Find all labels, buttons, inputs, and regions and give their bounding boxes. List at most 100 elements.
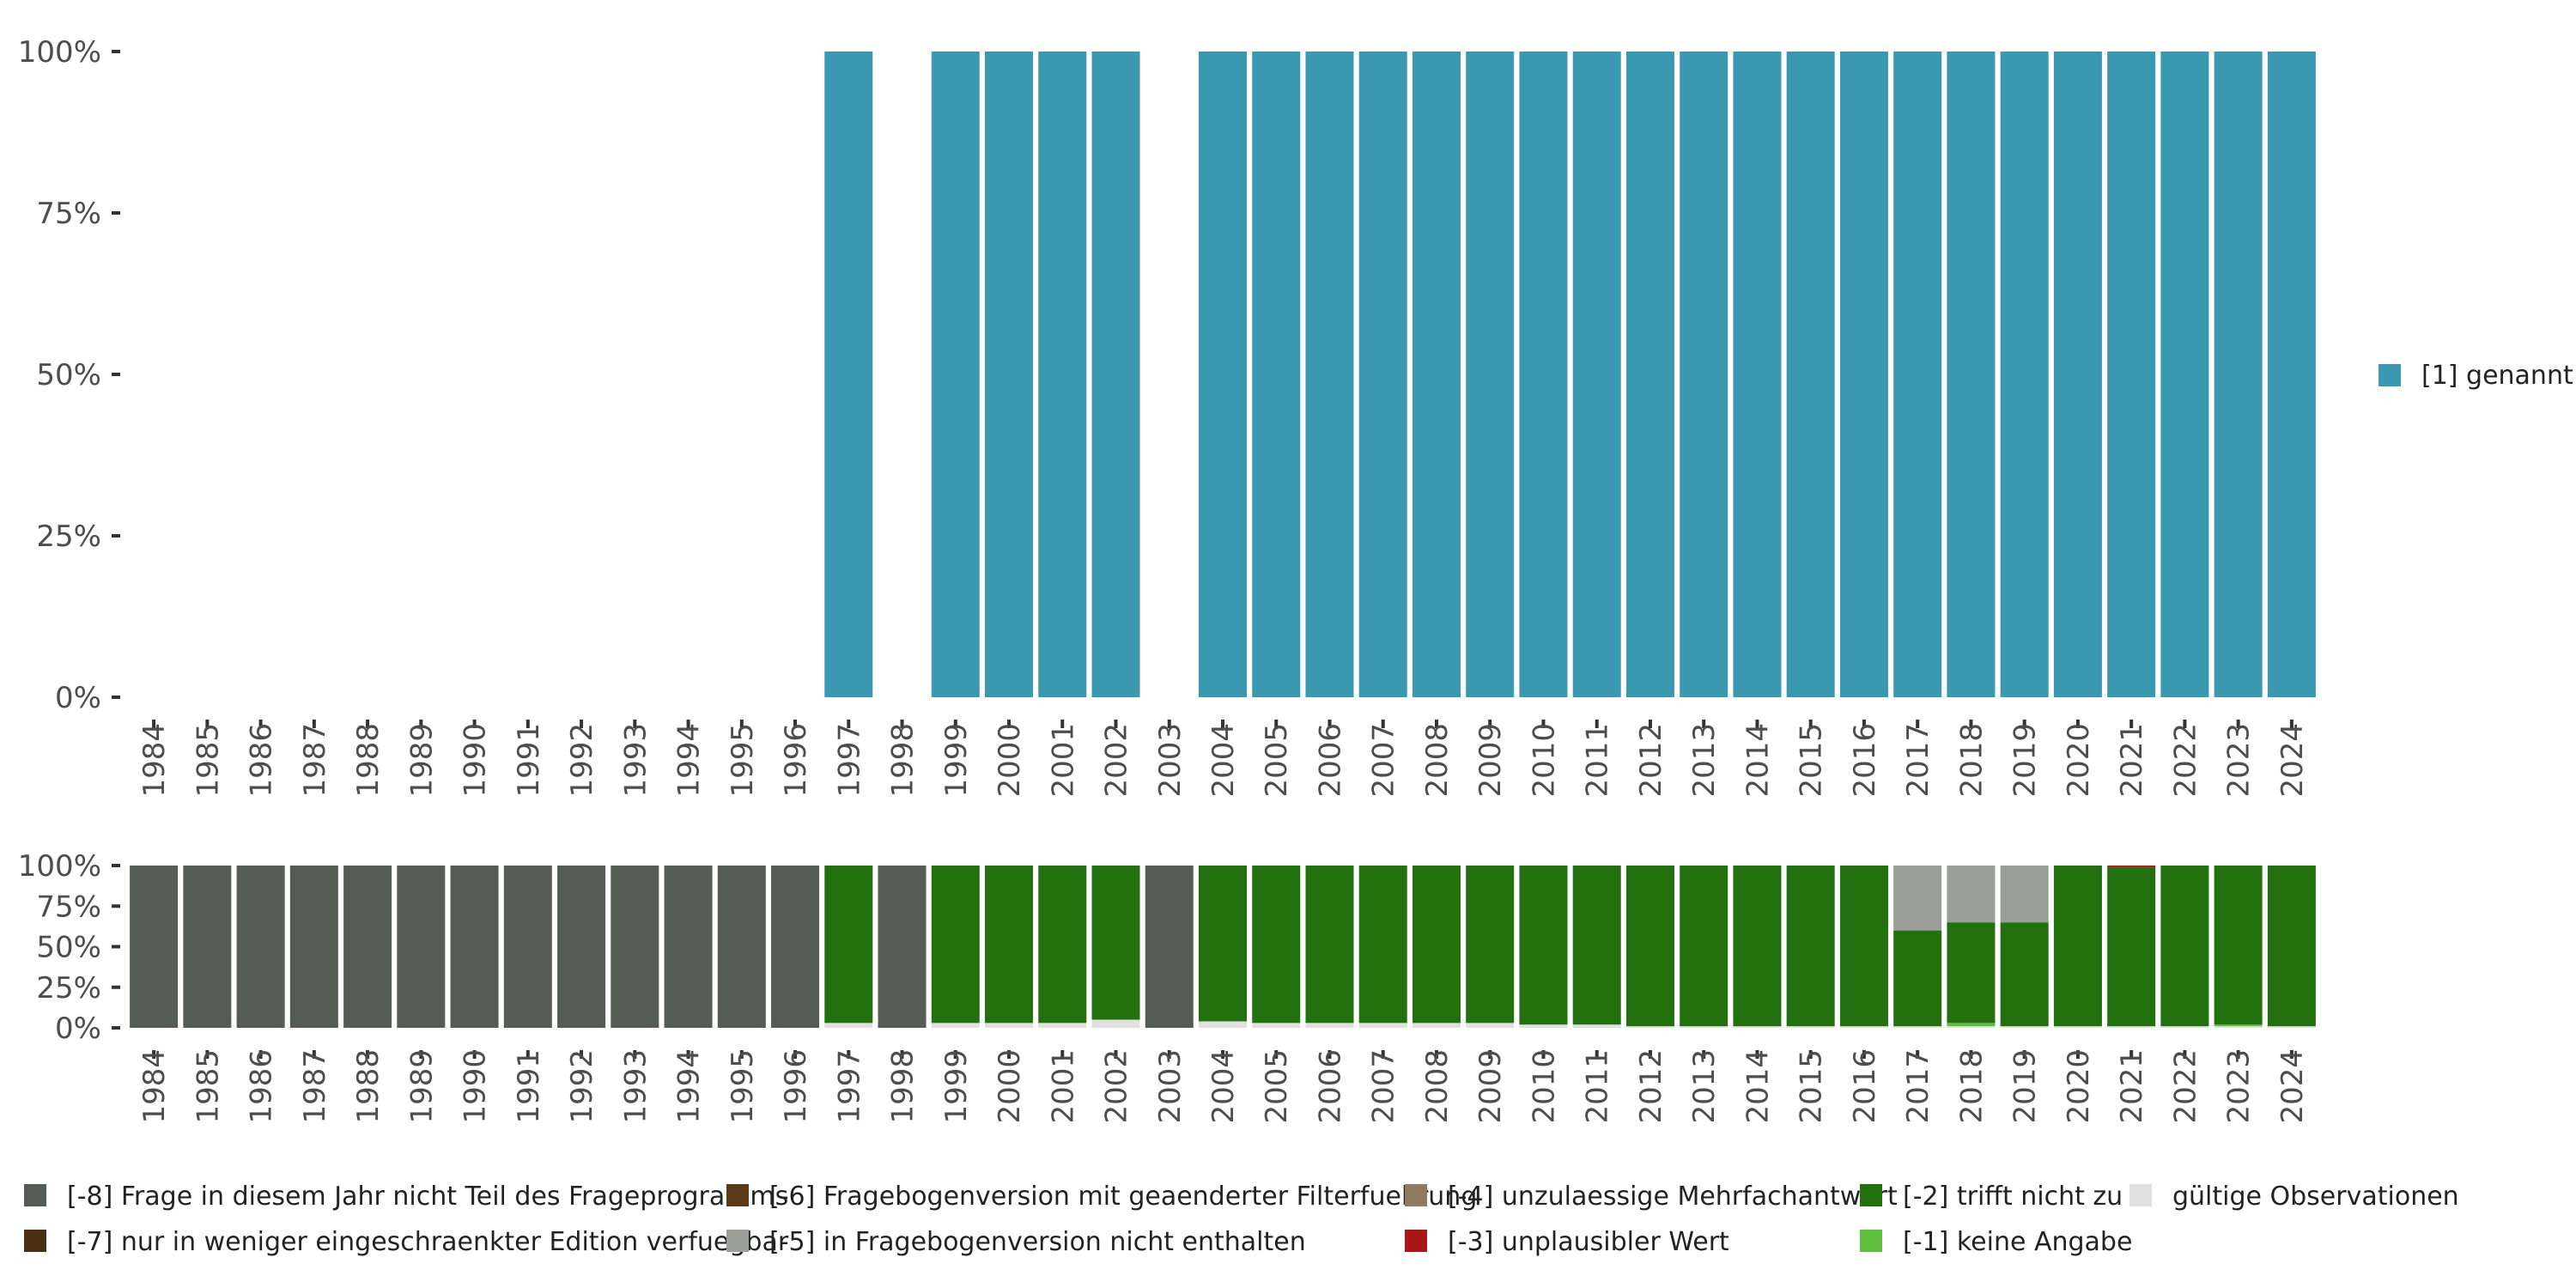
x-tick-label: 1988 [351, 1049, 386, 1124]
x-tick-label: 1996 [779, 723, 813, 798]
bar-1985-not_in_program [183, 866, 232, 1028]
legend-label: [1] genannt [2421, 361, 2573, 391]
bar-2009-genannt [1466, 52, 1515, 697]
x-tick-label: 2013 [1687, 723, 1722, 798]
legend-label: [-1] keine Angabe [1903, 1227, 2132, 1257]
x-tick-label: 2023 [2222, 723, 2257, 798]
bar-1997-genannt [824, 52, 873, 697]
bar-2014-not_applicable [1733, 866, 1782, 1027]
bar-2018-valid [1947, 1026, 1996, 1028]
x-tick-label: 2004 [1206, 723, 1241, 798]
bar-2020-valid [2053, 1026, 2102, 1028]
legend-swatch [1405, 1230, 1427, 1252]
bar-2016-not_applicable [1839, 866, 1888, 1027]
y-tick-label: 100% [18, 849, 101, 884]
bar-2018-not_in_version [1947, 866, 1996, 923]
bar-2002-valid [1091, 1019, 1140, 1028]
bar-2015-valid [1786, 1026, 1835, 1028]
x-tick-label: 2006 [1313, 1049, 1347, 1124]
x-tick-label: 2018 [1954, 723, 1989, 798]
bar-1992-not_in_program [557, 866, 606, 1028]
x-tick-label: 1989 [404, 723, 439, 798]
x-tick-label: 2017 [1901, 723, 1935, 798]
bar-2010-not_applicable [1519, 866, 1568, 1025]
x-tick-label: 2021 [2115, 723, 2149, 798]
x-tick-label: 2020 [2062, 1049, 2096, 1124]
bar-2012-not_applicable [1625, 866, 1674, 1027]
bar-2020-genannt [2053, 52, 2102, 697]
bar-2014-valid [1733, 1026, 1782, 1028]
bar-2024-valid [2267, 1026, 2316, 1028]
x-tick-label: 2022 [2168, 723, 2202, 798]
x-tick-label: 2016 [1848, 1049, 1882, 1124]
bar-2013-genannt [1680, 52, 1728, 697]
bar-2015-not_applicable [1786, 866, 1835, 1027]
bar-2019-not_in_version [2000, 866, 2049, 923]
x-tick-label: 1993 [618, 1049, 653, 1124]
x-tick-label: 2002 [1100, 723, 1134, 798]
x-tick-label: 1997 [832, 1049, 866, 1124]
x-tick-label: 1989 [404, 1049, 439, 1124]
bar-2001-valid [1038, 1023, 1087, 1028]
bar-2010-genannt [1519, 52, 1568, 697]
bar-2006-genannt [1305, 52, 1354, 697]
bar-1994-not_in_program [664, 866, 713, 1028]
x-tick-label: 1991 [512, 1049, 546, 1124]
bar-2019-valid [2000, 1026, 2049, 1028]
x-tick-label: 1998 [886, 723, 920, 798]
bar-2000-genannt [985, 52, 1034, 697]
x-tick-label: 2008 [1420, 1049, 1455, 1124]
chart-panel-2: 0% 25% 50% 75% 100% 1984 1985 1986 1987 1988 1989 1… [18, 849, 2316, 1124]
y-tick-label: 25% [36, 519, 101, 554]
x-tick-label: 2017 [1901, 1049, 1935, 1124]
x-tick-label: 1997 [832, 723, 866, 798]
bar-2018-not_applicable [1947, 922, 1996, 1024]
x-tick-label: 2019 [2008, 723, 2043, 798]
bar-1999-not_applicable [931, 866, 980, 1024]
bar-2011-genannt [1572, 52, 1621, 697]
legend-swatch [726, 1184, 749, 1206]
y-tick-label: 25% [36, 971, 101, 1005]
legend-label: [-7] nur in weniger eingeschraenkter Edi… [67, 1227, 789, 1257]
bar-2017-valid [1893, 1026, 1942, 1028]
y-tick-label: 75% [36, 890, 101, 924]
x-tick-label: 2023 [2222, 1049, 2257, 1124]
legend-swatch [2379, 364, 2401, 386]
bar-2012-genannt [1625, 52, 1674, 697]
bar-1997-valid [824, 1023, 873, 1028]
x-tick-label: 1994 [672, 1049, 707, 1124]
bar-2016-valid [1839, 1026, 1888, 1028]
x-tick-label: 1985 [191, 723, 225, 798]
bar-2022-genannt [2160, 52, 2209, 697]
bar-2005-not_applicable [1252, 866, 1301, 1024]
bar-2001-not_applicable [1038, 866, 1087, 1024]
bar-1987-not_in_program [289, 866, 338, 1028]
bar-2010-valid [1519, 1024, 1568, 1028]
bar-1989-not_in_program [397, 866, 446, 1028]
bar-2011-not_applicable [1572, 866, 1621, 1025]
x-tick-label: 1992 [565, 1049, 599, 1124]
bar-2006-not_applicable [1305, 866, 1354, 1024]
bar-2004-genannt [1198, 52, 1248, 697]
x-tick-label: 1986 [245, 1049, 279, 1124]
legend-swatch [2129, 1184, 2152, 1206]
x-tick-label: 1996 [779, 1049, 813, 1124]
bar-2021-genannt [2107, 52, 2156, 697]
x-tick-label: 1992 [565, 723, 599, 798]
x-tick-label: 1985 [191, 1049, 225, 1124]
bar-1993-not_in_program [611, 866, 659, 1028]
bar-2016-genannt [1839, 52, 1888, 697]
x-tick-label: 1987 [298, 1049, 332, 1124]
bar-2008-valid [1412, 1023, 1461, 1028]
bar-2023-no_answer [2214, 1024, 2263, 1027]
x-tick-label: 2007 [1367, 723, 1401, 798]
bar-1986-not_in_program [236, 866, 285, 1028]
bar-2024-genannt [2267, 52, 2316, 697]
x-tick-label: 1998 [886, 1049, 920, 1124]
x-tick-label: 2018 [1954, 1049, 1989, 1124]
y-tick-label: 75% [36, 197, 101, 231]
legend-label: [-4] unzulaessige Mehrfachantwort [1448, 1182, 1898, 1212]
bar-2018-no_answer [1947, 1023, 1996, 1027]
legend-swatch [1405, 1184, 1427, 1206]
